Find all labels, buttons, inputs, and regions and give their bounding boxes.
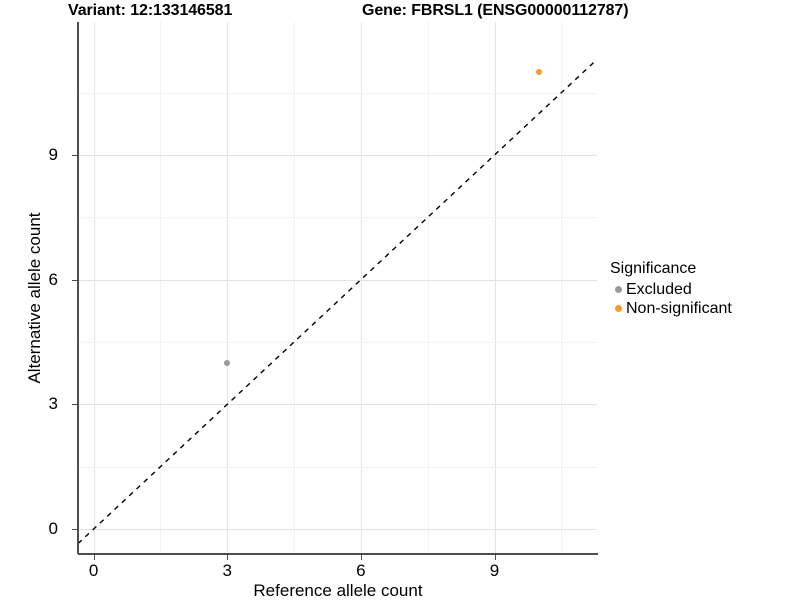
- legend-key-dot-icon: [610, 305, 626, 312]
- variant-title: Variant: 12:133146581: [68, 2, 233, 19]
- gridline-horizontal-major: [78, 155, 597, 156]
- gridline-vertical-minor: [160, 22, 162, 554]
- gridline-vertical-major: [360, 22, 362, 554]
- legend-color-swatch: [614, 305, 622, 312]
- y-tick-label: 6: [48, 269, 58, 289]
- y-tick-mark: [72, 404, 77, 406]
- x-tick-mark: [494, 555, 496, 560]
- gridline-horizontal-major: [78, 404, 597, 406]
- gridline-vertical-minor: [561, 22, 563, 554]
- x-tick-label: 9: [489, 561, 500, 580]
- identity-reference-line: [77, 58, 598, 545]
- y-axis-title: Alternative allele count: [25, 212, 44, 384]
- gridline-vertical-major: [494, 22, 496, 554]
- x-tick-mark: [93, 555, 95, 560]
- legend-item: Excluded: [610, 280, 800, 299]
- x-tick-mark: [227, 555, 229, 560]
- legend-key-dot-icon: [610, 286, 626, 293]
- y-tick-mark: [72, 529, 77, 531]
- legend-items: Excluded Non-significant: [610, 280, 800, 318]
- legend-color-swatch: [614, 286, 622, 293]
- gridline-horizontal-minor: [78, 217, 597, 219]
- gridline-horizontal-major: [78, 529, 597, 531]
- x-tick-label: 0: [88, 561, 99, 580]
- gridline-vertical-minor: [294, 22, 296, 554]
- gridline-horizontal-minor: [78, 92, 597, 94]
- data-point: [536, 68, 543, 75]
- y-axis-line: [77, 22, 79, 554]
- y-tick-label: 0: [48, 519, 58, 539]
- gridline-horizontal-minor: [78, 342, 597, 344]
- legend-item-label: Excluded: [626, 281, 692, 298]
- legend: Significance Excluded Non-significant: [610, 260, 800, 318]
- gridline-vertical-minor: [427, 22, 429, 554]
- gridline-horizontal-major: [78, 279, 597, 281]
- y-tick-mark: [72, 279, 77, 281]
- figure-title-row: Variant: 12:133146581 Gene: FBRSL1 (ENSG…: [0, 0, 800, 24]
- x-axis-title: Reference allele count: [253, 581, 423, 600]
- x-tick-mark: [360, 555, 362, 560]
- gridline-vertical-major: [227, 22, 229, 554]
- legend-item: Non-significant: [610, 299, 800, 318]
- y-tick-label: 9: [48, 145, 58, 164]
- legend-item-label: Non-significant: [626, 300, 732, 317]
- x-axis-line: [78, 553, 598, 555]
- x-tick-label: 3: [222, 561, 232, 580]
- plot-panel: [77, 22, 598, 554]
- gridline-horizontal-minor: [78, 466, 597, 468]
- data-point: [224, 359, 231, 366]
- legend-title: Significance: [610, 260, 697, 277]
- gene-title: Gene: FBRSL1 (ENSG00000112787): [362, 2, 629, 19]
- y-axis-ticks: 0 3 6 9: [0, 0, 77, 600]
- x-tick-label: 6: [356, 561, 366, 580]
- y-tick-label: 3: [48, 394, 58, 414]
- gridline-vertical-major: [93, 22, 95, 554]
- y-tick-mark: [72, 155, 77, 156]
